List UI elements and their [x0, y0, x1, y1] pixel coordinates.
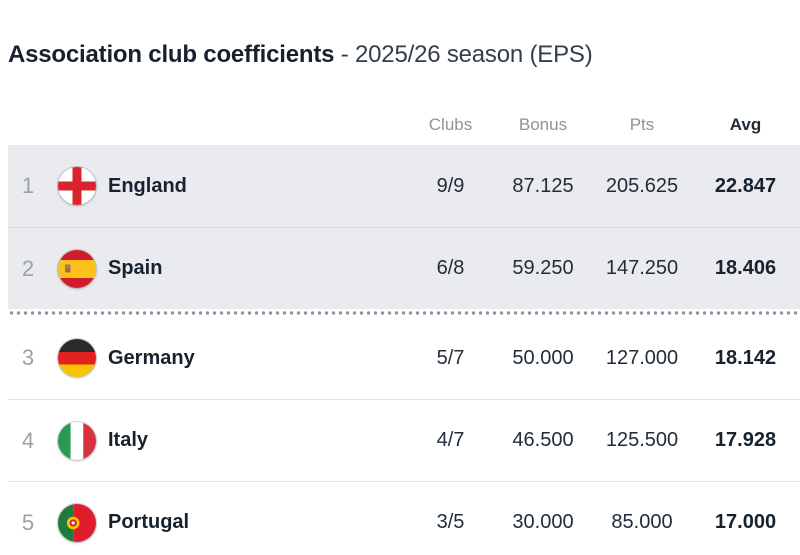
country-name: England: [108, 174, 187, 197]
table-row-portugal[interactable]: 5 Portugal 3/5 30.000 85.000 17.000: [8, 481, 800, 555]
table-body: 1 England 9/9 87.125 205.625 22.847 2 Sp…: [8, 145, 800, 555]
bonus-value: 50.000: [512, 346, 574, 369]
clubs-value: 9/9: [436, 174, 465, 197]
pts-value: 125.500: [605, 429, 679, 451]
title-main: Association club coefficients: [8, 41, 335, 68]
page-title: Association club coefficients - 2025/26 …: [8, 40, 800, 70]
clubs-value: 6/8: [436, 257, 465, 279]
spain-flag-icon: [58, 249, 96, 288]
coefficients-table: Clubs Bonus Pts Avg 1 England 9/9 87.125…: [8, 105, 800, 555]
clubs-value: 4/7: [436, 429, 465, 451]
flag-cell: [48, 339, 106, 377]
pts-value: 147.250: [605, 257, 679, 279]
bonus-value: 46.500: [512, 429, 574, 451]
england-flag-icon: [58, 167, 96, 205]
table-row-italy[interactable]: 4 Italy 4/7 46.500 125.500 17.928: [8, 399, 800, 481]
clubs-value: 3/5: [436, 511, 465, 533]
avg-value: 22.847: [714, 174, 777, 197]
table-header-row: Clubs Bonus Pts Avg: [8, 105, 800, 145]
table-row-england[interactable]: 1 England 9/9 87.125 205.625 22.847: [8, 145, 800, 227]
avg-value: 17.928: [714, 429, 777, 451]
flag-cell: [48, 249, 106, 288]
column-header-avg: Avg: [729, 115, 762, 134]
bonus-value: 30.000: [512, 511, 574, 533]
country-name: Italy: [108, 429, 149, 451]
pts-value: 127.000: [605, 346, 679, 369]
portugal-flag-icon: [58, 503, 96, 542]
rank-number: 4: [21, 427, 35, 453]
column-header-clubs: Clubs: [428, 115, 473, 134]
rank-number: 2: [21, 255, 35, 281]
country-name: Spain: [108, 257, 163, 279]
flag-cell: [48, 167, 106, 205]
title-suffix: - 2025/26 season (EPS): [334, 41, 593, 68]
flag-cell: [48, 503, 106, 542]
table-row-spain[interactable]: 2 Spain 6/8 59.250 147.250 18.406: [8, 227, 800, 309]
clubs-value: 5/7: [436, 346, 465, 369]
country-name: Portugal: [108, 511, 190, 533]
country-name: Germany: [108, 346, 195, 369]
rank-number: 1: [21, 173, 35, 198]
column-header-pts: Pts: [629, 115, 655, 134]
avg-value: 18.406: [714, 257, 777, 279]
italy-flag-icon: [58, 421, 96, 460]
avg-value: 17.000: [714, 511, 777, 533]
germany-flag-icon: [58, 339, 96, 377]
pts-value: 85.000: [611, 511, 673, 533]
flag-cell: [48, 421, 106, 460]
bonus-value: 59.250: [512, 257, 574, 279]
pts-value: 205.625: [605, 174, 679, 197]
rank-number: 5: [21, 509, 35, 535]
table-row-germany[interactable]: 3 Germany 5/7 50.000 127.000 18.142: [8, 317, 800, 399]
column-header-bonus: Bonus: [518, 115, 568, 134]
rank-number: 3: [21, 345, 35, 370]
avg-value: 18.142: [714, 346, 777, 369]
bonus-value: 87.125: [512, 174, 574, 197]
qualification-cutoff-dotted-line: [8, 309, 800, 317]
